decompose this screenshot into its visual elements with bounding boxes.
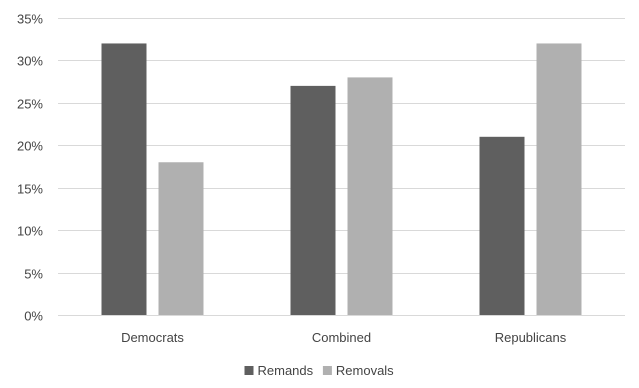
legend-swatch-remands [244, 366, 254, 375]
bar-remands-democrats [101, 43, 147, 315]
y-tick-label: 5% [24, 267, 43, 282]
bar-remands-republicans [479, 136, 525, 315]
y-tick-label: 10% [17, 224, 43, 239]
x-tick-label: Combined [312, 330, 371, 345]
bars [101, 43, 582, 316]
legend-swatch-removals [322, 366, 332, 375]
gridlines [58, 18, 625, 316]
x-axis-tick-labels: Democrats Combined Republicans [121, 330, 567, 345]
bar-removals-democrats [158, 162, 204, 315]
y-tick-label: 35% [17, 12, 43, 27]
y-tick-label: 25% [17, 97, 43, 112]
legend: Remands Removals [244, 363, 394, 378]
y-axis-tick-labels: 0% 5% 10% 15% 20% 25% 30% 35% [17, 12, 43, 324]
bar-removals-combined [347, 77, 393, 316]
y-tick-label: 30% [17, 54, 43, 69]
legend-label-removals: Removals [336, 363, 394, 378]
y-tick-label: 20% [17, 139, 43, 154]
legend-label-remands: Remands [258, 363, 314, 378]
bar-remands-combined [290, 85, 336, 315]
x-tick-label: Democrats [121, 330, 184, 345]
x-tick-label: Republicans [495, 330, 567, 345]
y-tick-label: 0% [24, 309, 43, 324]
y-tick-label: 15% [17, 182, 43, 197]
bar-removals-republicans [536, 43, 582, 315]
